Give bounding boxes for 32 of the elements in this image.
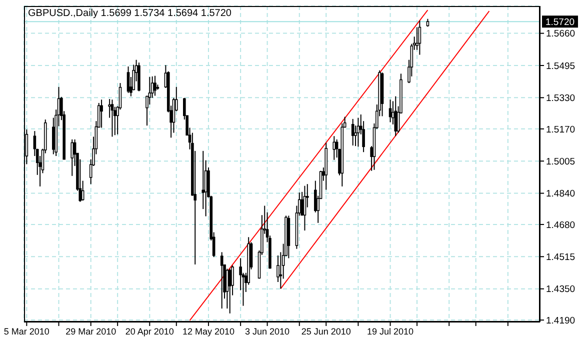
candlestick [228,268,232,314]
candlestick [70,138,74,176]
y-tick-label: 1.4680 [546,220,576,231]
x-tick-label: 5 Mar 2010 [4,326,50,336]
candlestick [154,75,156,96]
candlestick [351,118,354,146]
y-tick-label: 1.4350 [546,284,576,296]
y-tick-label: 1.5660 [546,28,576,40]
y-tick-label: 1.5330 [546,93,576,104]
ref-line-label: 1.5720 [545,17,575,28]
x-tick-label: 25 Jun 2010 [301,326,351,336]
candlestick [394,96,398,137]
candlestick [226,268,229,310]
x-tick-label: 12 May 2010 [182,326,234,336]
y-tick-label: 1.5495 [546,60,576,72]
candlestick [126,66,130,94]
x-tick-label: 19 Jul 2010 [367,326,414,336]
x-tick-label: 29 Mar 2010 [66,326,116,336]
y-tick-label: 1.4840 [546,188,576,200]
x-tick-label: 3 Jun 2010 [245,326,290,336]
candlestick [303,185,306,232]
y-tick-label: 1.5170 [546,124,576,136]
x-tick-label: 20 Apr 2010 [125,326,174,336]
candlestick [332,136,336,160]
candlestick [388,99,392,123]
candlestick [220,252,224,310]
y-tick-label: 1.5005 [546,156,576,168]
chart-title: GBPUSD.,Daily 1.5699 1.5734 1.5694 1.5720 [28,8,232,19]
candlestick [100,99,103,128]
y-tick-label: 1.4515 [546,252,576,264]
candlestick [110,99,114,138]
y-tick-label: 1.4190 [546,315,576,326]
